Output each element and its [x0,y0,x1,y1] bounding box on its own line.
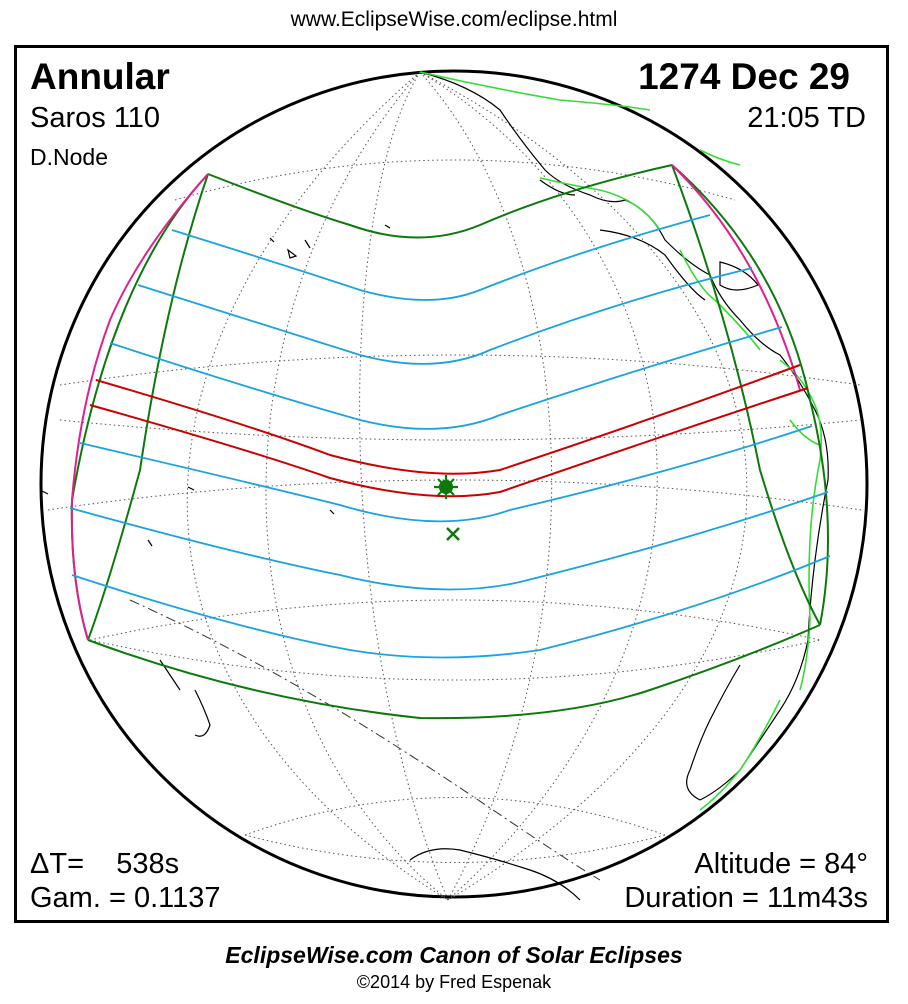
central-path [89,364,809,498]
eclipse-date: 1274 Dec 29 [638,56,850,97]
southern-limit-of-annularity [89,387,809,498]
rise-set-curves [70,164,801,641]
greatest-eclipse-star-marker [434,475,458,499]
gamma-value: Gam. = 0.1137 [30,882,221,914]
graticule-meridians [186,71,748,901]
terminator-line [129,599,601,881]
saros-number: Saros 110 [30,102,161,134]
annular-duration: Duration = 11m43s [624,882,868,914]
subsolar-cross-marker [446,527,460,541]
source-url: www.EclipseWise.com/eclipse.html [290,8,618,31]
eastern-limit-outer [671,164,829,626]
canon-title: EclipseWise.com Canon of Solar Eclipses [225,942,683,968]
penumbral-isolines [69,214,831,659]
copyright: ©2014 by Fred Espenak [356,972,552,992]
southern-penumbral-limit [87,624,821,720]
northern-limit-of-annularity [95,364,801,475]
eclipse-node: D.Node [30,144,108,170]
map-frame [14,45,889,923]
coastlines [39,71,829,901]
penumbral-limits [70,164,829,720]
eclipse-globe-map [39,69,869,901]
western-limit-inner [87,173,209,641]
eclipse-time: 21:05 TD [747,102,866,134]
globe-outline [39,69,869,899]
sun-altitude: Altitude = 84° [694,848,868,880]
delta-t: ΔT= 538s [30,848,180,880]
eclipse-type: Annular [30,56,170,97]
northern-penumbral-limit [207,164,673,239]
